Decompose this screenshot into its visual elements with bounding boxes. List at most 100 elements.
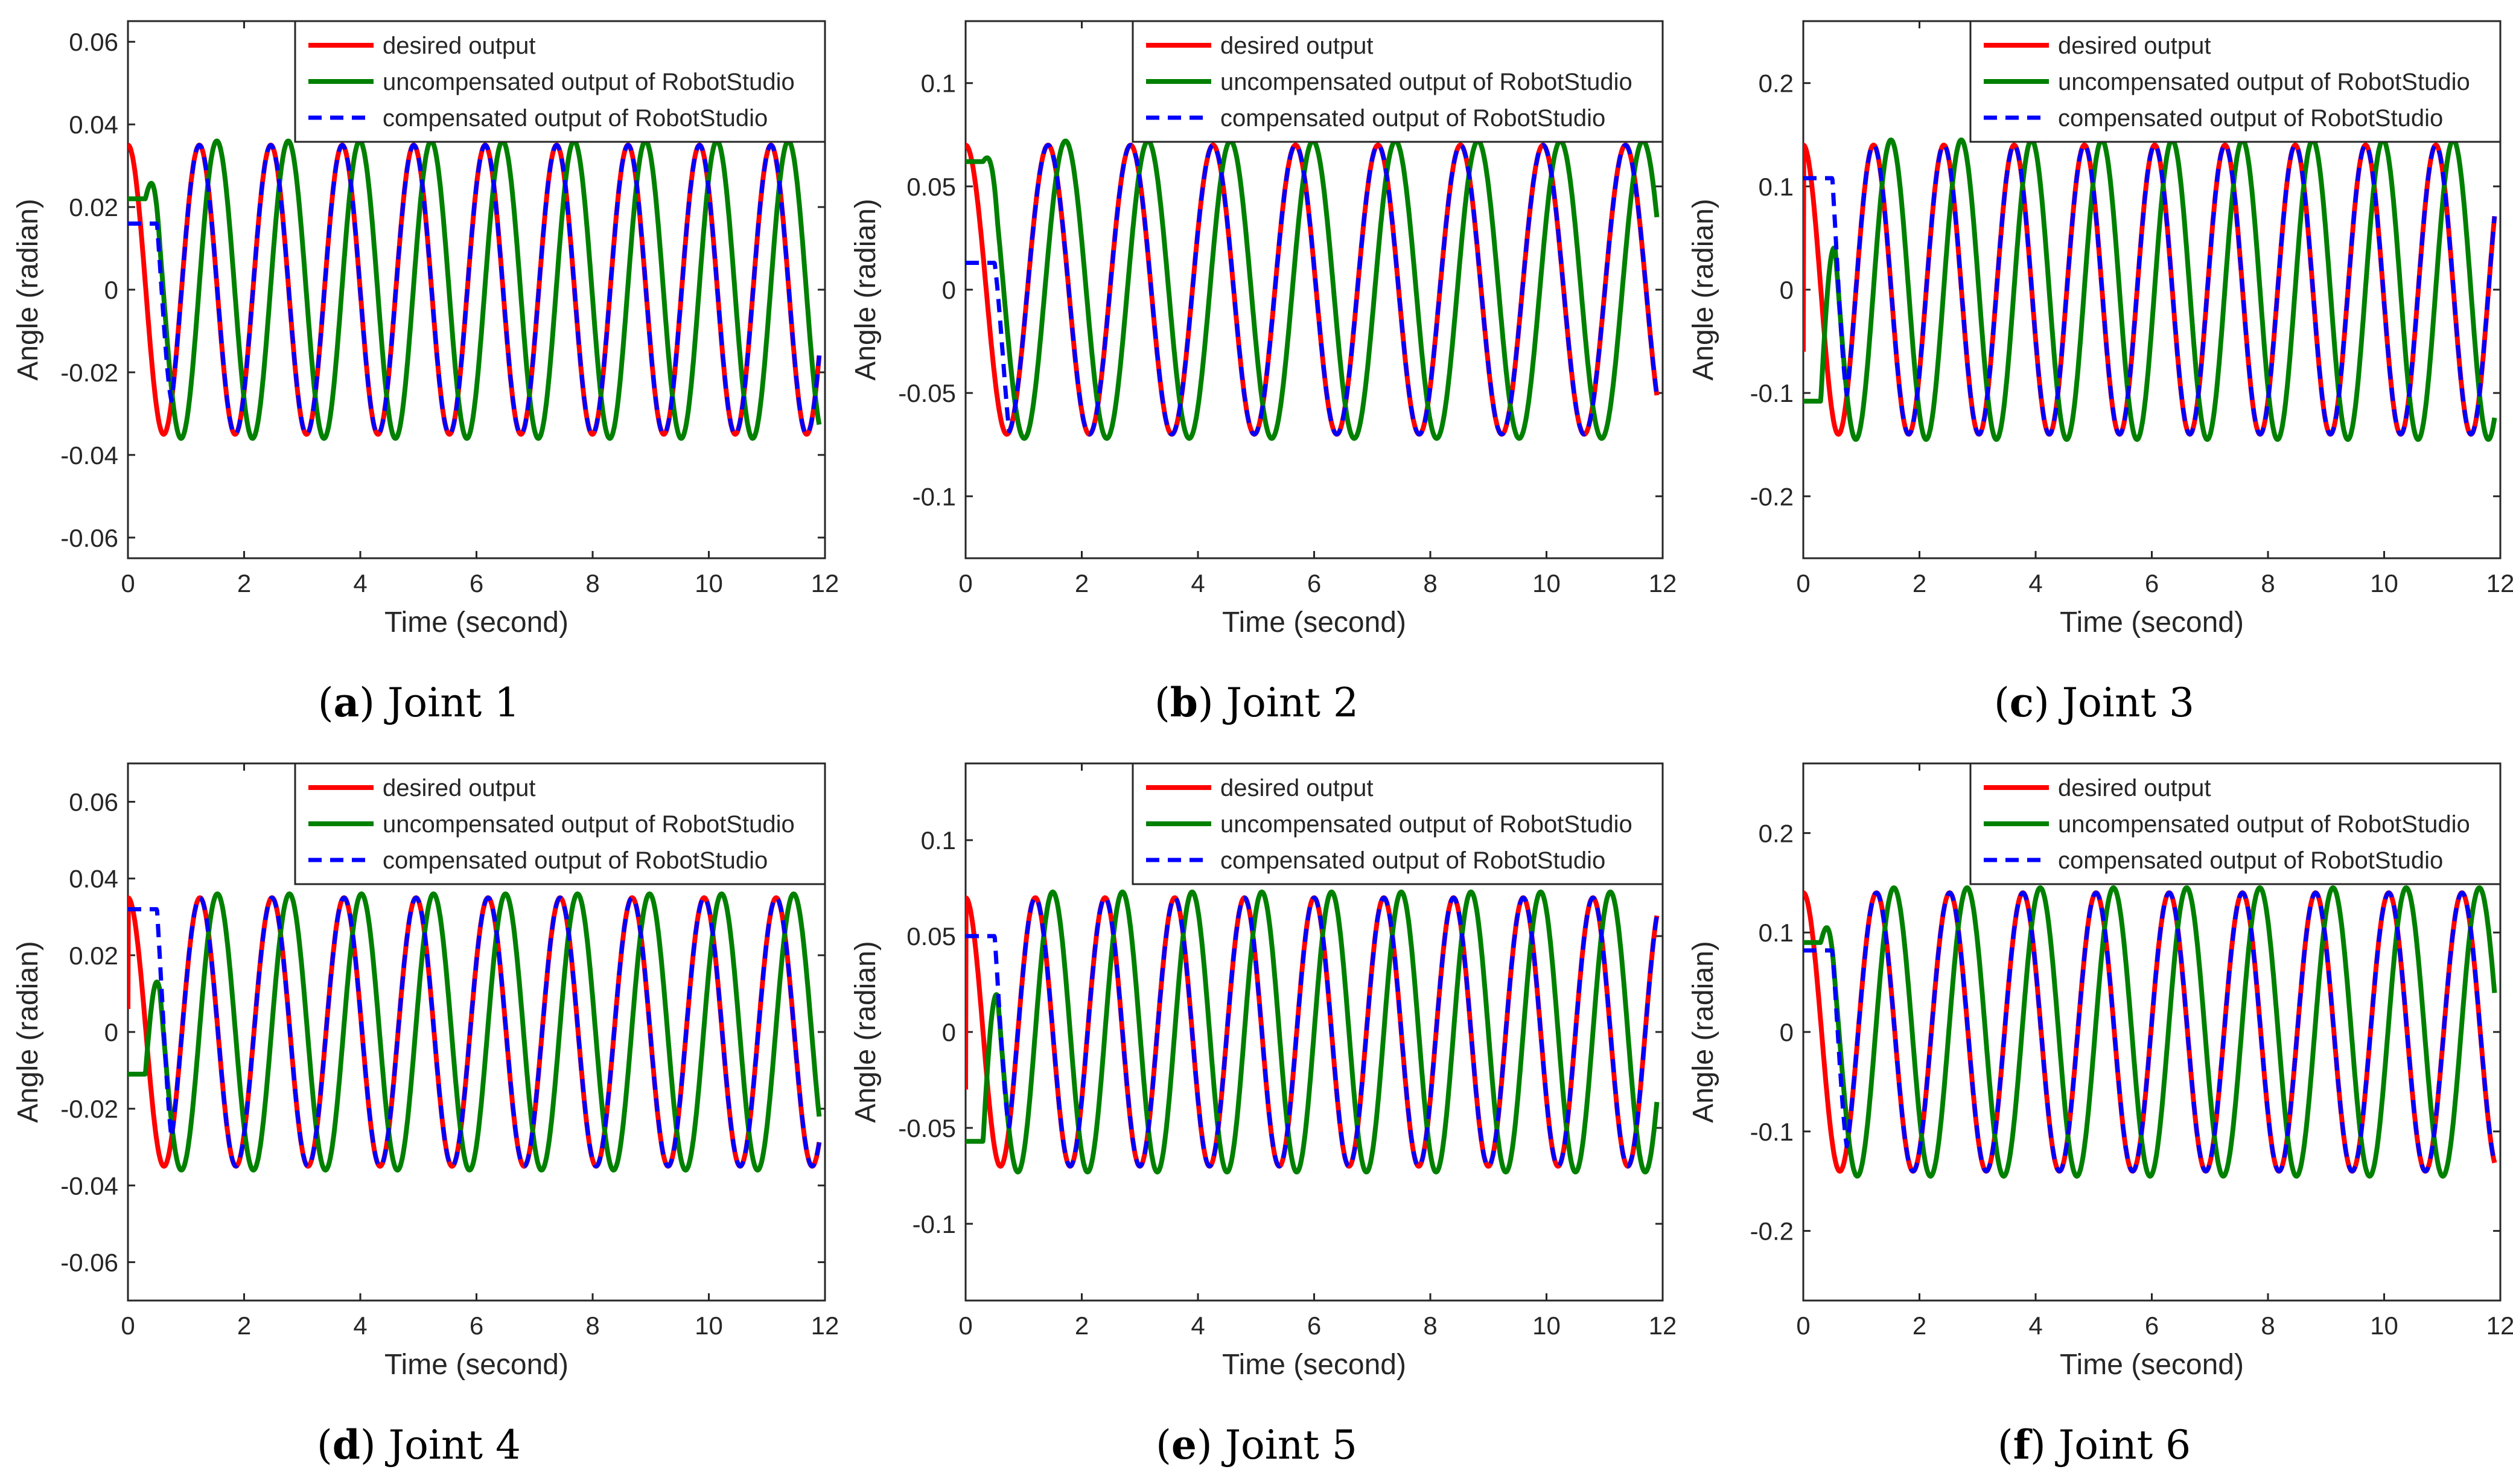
x-tick-label: 0 [121, 1311, 135, 1340]
legend-label-desired: desired output [2058, 775, 2211, 801]
x-tick-label: 0 [1796, 569, 1810, 597]
chart-panel-c: 0 2 4 6 8 10 12 -0.2 -0.1 0 0.1 0.2 Time (second) Ang… [1687, 20, 2513, 639]
legend-label-compensated: compensated output of RobotStudio [383, 847, 768, 874]
x-tick-label: 8 [585, 569, 599, 597]
legend-label-desired: desired output [383, 33, 536, 59]
x-axis-label: Time (second) [1222, 1349, 1406, 1381]
y-tick-label: -0.1 [913, 482, 956, 511]
x-tick-label: 4 [353, 569, 367, 597]
y-axis-label: Angle (radian) [1687, 199, 1719, 381]
panel-caption: (f) Joint 6 [1997, 1421, 2191, 1468]
panel-caption: (e) Joint 5 [1156, 1421, 1357, 1468]
legend-box [1969, 20, 2502, 143]
x-tick-label: 2 [1913, 569, 1926, 597]
y-tick-label: 0.2 [1759, 819, 1794, 847]
y-tick-label: 0 [104, 276, 118, 304]
x-tick-label: 6 [470, 1311, 483, 1340]
y-tick-label: -0.02 [60, 1095, 118, 1123]
y-tick-label: -0.2 [1750, 1217, 1794, 1246]
x-tick-label: 6 [1307, 1311, 1321, 1340]
panel-caption: (d) Joint 4 [317, 1421, 521, 1468]
y-tick-label: 0.1 [1759, 173, 1794, 201]
legend-label-uncompensated: uncompensated output of RobotStudio [2058, 69, 2470, 95]
caption-letter: d [332, 1421, 360, 1468]
x-tick-label: 2 [1075, 569, 1089, 597]
series-line-uncompensated [966, 890, 1660, 1174]
y-tick-label: 0.06 [69, 28, 118, 56]
x-tick-label: 12 [1649, 1311, 1675, 1340]
legend-label-uncompensated: uncompensated output of RobotStudio [383, 69, 795, 95]
y-tick-label: 0.04 [69, 110, 118, 139]
x-axis-label: Time (second) [2060, 607, 2244, 639]
caption-text: Joint 3 [2062, 680, 2194, 726]
x-axis-label: Time (second) [384, 1349, 569, 1381]
y-tick-label: 0 [104, 1018, 118, 1046]
x-tick-label: 0 [958, 569, 972, 597]
legend-box [294, 762, 826, 885]
x-tick-label: 8 [2261, 569, 2275, 597]
legend-box [1132, 20, 1664, 143]
legend-label-compensated: compensated output of RobotStudio [1220, 105, 1605, 132]
x-tick-label: 2 [1075, 1311, 1089, 1340]
x-tick-label: 8 [1423, 569, 1437, 597]
x-tick-label: 12 [2486, 569, 2513, 597]
series-line-compensated [128, 896, 821, 1168]
y-tick-label: -0.04 [60, 1171, 118, 1200]
x-tick-label: 0 [121, 569, 135, 597]
x-tick-label: 4 [2028, 1311, 2042, 1340]
caption-text: Joint 6 [2058, 1422, 2191, 1468]
legend-box [1132, 762, 1664, 885]
y-tick-label: 0 [1780, 276, 1794, 304]
x-tick-label: 8 [585, 1311, 599, 1340]
y-tick-label: 0.05 [906, 922, 956, 951]
x-tick-label: 10 [695, 1311, 723, 1340]
y-tick-label: -0.02 [60, 358, 118, 387]
x-tick-label: 4 [1191, 1311, 1205, 1340]
caption-letter: e [1171, 1421, 1197, 1468]
x-tick-label: 6 [2145, 569, 2159, 597]
x-tick-label: 12 [2486, 1311, 2513, 1340]
y-tick-label: -0.1 [1750, 1118, 1794, 1146]
x-tick-label: 2 [237, 1311, 251, 1340]
legend-box [1969, 762, 2502, 885]
x-tick-label: 10 [1532, 1311, 1561, 1340]
y-tick-label: 0.1 [921, 826, 956, 855]
y-tick-label: 0 [1780, 1018, 1794, 1046]
y-tick-label: 0.2 [1759, 69, 1794, 98]
series-line-compensated [128, 142, 821, 437]
y-axis-label: Angle (radian) [850, 199, 882, 381]
panel-caption: (a) Joint 1 [317, 679, 520, 726]
x-tick-label: 10 [2370, 1311, 2398, 1340]
legend-label-uncompensated: uncompensated output of RobotStudio [1220, 69, 1632, 95]
panel-caption: (b) Joint 2 [1155, 679, 1358, 726]
x-tick-label: 0 [958, 1311, 972, 1340]
legend-label-desired: desired output [1220, 775, 1374, 801]
legend-label-desired: desired output [1220, 33, 1374, 59]
y-tick-label: -0.2 [1750, 482, 1794, 511]
series-line-compensated [1803, 142, 2497, 437]
x-axis-label: Time (second) [1222, 607, 1406, 639]
caption-letter: a [333, 679, 360, 726]
x-tick-label: 6 [470, 569, 483, 597]
legend-label-uncompensated: uncompensated output of RobotStudio [1220, 811, 1632, 838]
caption-letter: f [2013, 1421, 2031, 1468]
x-tick-label: 2 [1913, 1311, 1926, 1340]
y-axis-label: Angle (radian) [12, 941, 44, 1123]
x-tick-label: 8 [1423, 1311, 1437, 1340]
y-tick-label: 0.02 [69, 193, 118, 221]
chart-panel-e: 0 2 4 6 8 10 12 -0.1 -0.05 0 0.05 0.1 Time (second) A… [850, 762, 1675, 1381]
y-tick-label: 0.04 [69, 865, 118, 893]
y-tick-label: -0.1 [913, 1210, 956, 1238]
y-tick-label: -0.06 [60, 524, 118, 552]
x-tick-label: 10 [1532, 569, 1561, 597]
x-tick-label: 10 [2370, 569, 2398, 597]
caption-text: Joint 1 [387, 680, 520, 726]
x-tick-label: 12 [811, 569, 838, 597]
legend-label-desired: desired output [383, 775, 536, 801]
legend-box [294, 20, 826, 143]
series-line-uncompensated [128, 891, 822, 1173]
x-tick-label: 6 [2145, 1311, 2159, 1340]
y-tick-label: 0.05 [906, 173, 956, 201]
y-tick-label: -0.04 [60, 441, 118, 470]
legend-label-uncompensated: uncompensated output of RobotStudio [2058, 811, 2470, 838]
